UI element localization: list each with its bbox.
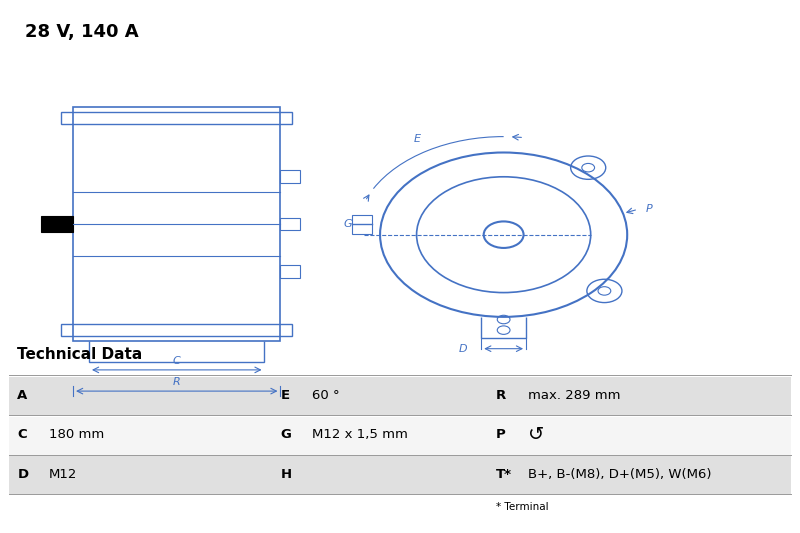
Text: H: H [281, 468, 291, 481]
Text: D: D [459, 344, 468, 354]
Text: E: E [281, 389, 290, 401]
Text: B+, B-(M8), D+(M5), W(M6): B+, B-(M8), D+(M5), W(M6) [527, 468, 711, 481]
Text: D: D [18, 468, 29, 481]
Text: R: R [173, 377, 181, 387]
Text: * Terminal: * Terminal [496, 503, 548, 512]
Text: E: E [414, 134, 421, 144]
Text: ↺: ↺ [527, 425, 544, 445]
Text: M12 x 1,5 mm: M12 x 1,5 mm [312, 429, 408, 441]
Text: C: C [173, 356, 181, 366]
Text: C: C [18, 429, 27, 441]
Text: 60 °: 60 ° [312, 389, 340, 401]
Bar [10, 456, 790, 495]
Text: Technical Data: Technical Data [18, 347, 142, 362]
Text: M12: M12 [50, 468, 78, 481]
Bar [10, 377, 790, 415]
Text: max. 289 mm: max. 289 mm [527, 389, 620, 401]
Text: R: R [496, 389, 506, 401]
Text: A: A [18, 389, 27, 401]
Text: P: P [496, 429, 506, 441]
Text: 28 V, 140 A: 28 V, 140 A [26, 22, 139, 41]
Text: P: P [646, 204, 653, 214]
Text: G: G [281, 429, 291, 441]
Text: T*: T* [496, 468, 512, 481]
Bar [10, 417, 790, 455]
Text: G: G [343, 220, 352, 229]
Text: 180 mm: 180 mm [50, 429, 105, 441]
Polygon shape [42, 216, 73, 232]
